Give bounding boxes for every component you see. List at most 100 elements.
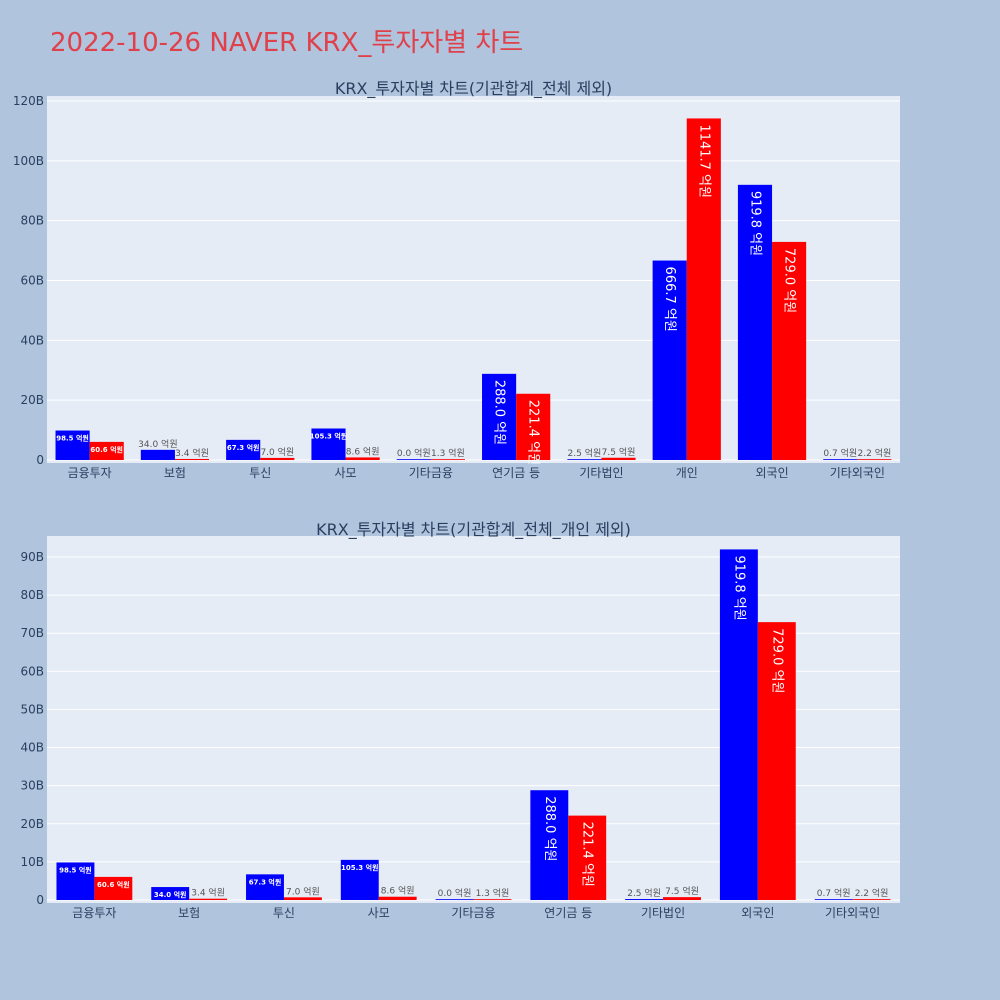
chart-title: KRX_투자자별 차트(기관합계_전체_개인 제외) [316, 520, 631, 540]
sell-bar [378, 896, 417, 900]
data-label: 1141.7 억원 [696, 124, 711, 198]
data-label: 34.0 억원 [138, 438, 177, 450]
sell-bar [94, 876, 133, 900]
data-label: 98.5 억원 [59, 865, 92, 874]
buy-bar [340, 859, 379, 900]
y-tick-label: 90B [20, 550, 44, 564]
data-label: 666.7 억원 [662, 267, 677, 332]
x-tick-label: 투신 [273, 906, 295, 920]
data-label: 98.5 억원 [56, 434, 89, 443]
x-tick-label: 기타금융 [409, 466, 453, 480]
x-tick-label: 투신 [249, 466, 271, 480]
sell-bar [601, 457, 636, 460]
sell-bar [568, 815, 607, 900]
x-tick-label: 사모 [368, 906, 390, 920]
chart-title: KRX_투자자별 차트(기관합계_전체 제외) [335, 79, 612, 99]
sell-bar [663, 897, 701, 900]
data-label: 0.7 억원 [823, 447, 857, 459]
data-label: 2.5 억원 [627, 887, 661, 899]
data-label: 3.4 억원 [191, 887, 225, 899]
data-label: 60.6 억원 [90, 445, 123, 454]
y-tick-label: 60B [20, 274, 44, 288]
x-tick-label: 연기금 등 [492, 466, 540, 480]
buy-bar [625, 899, 664, 900]
data-label: 105.3 억원 [341, 863, 378, 872]
sell-bar [89, 441, 124, 460]
data-label: 7.5 억원 [665, 885, 699, 897]
buy-bar [311, 428, 346, 460]
buy-bar [567, 459, 602, 460]
y-tick-label: 30B [20, 779, 44, 793]
x-tick-label: 금융투자 [72, 906, 116, 920]
data-label: 60.6 억원 [97, 880, 130, 889]
y-tick-label: 80B [20, 588, 44, 602]
data-label: 7.0 억원 [286, 885, 320, 897]
y-tick-label: 50B [20, 702, 44, 716]
x-tick-label: 연기금 등 [544, 906, 592, 920]
data-label: 0.0 억원 [438, 887, 472, 899]
sell-bar [345, 457, 380, 460]
data-label: 3.4 억원 [175, 447, 209, 459]
y-tick-label: 80B [20, 214, 44, 228]
y-tick-label: 60B [20, 664, 44, 678]
chart-1: 0 20B 40B 60B 80B 100B 120B KRX_투자자별 차트(기관합계_전체… [13, 79, 900, 480]
buy-bar [246, 874, 284, 900]
sell-bar [757, 622, 796, 900]
data-label: 0.7 억원 [817, 887, 851, 899]
data-label: 919.8 억원 [747, 191, 762, 256]
buy-bar [530, 790, 569, 900]
data-label: 67.3 억원 [249, 877, 282, 886]
x-tick-label: 사모 [335, 466, 357, 480]
y-tick-label: 20B [20, 817, 44, 831]
data-label: 919.8 억원 [731, 555, 746, 620]
sell-bar [473, 899, 512, 900]
data-label: 7.5 억원 [602, 446, 636, 458]
x-tick-label: 금융투자 [68, 466, 112, 480]
y-tick-label: 100B [13, 154, 44, 168]
data-label: 288.0 억원 [542, 796, 557, 861]
y-tick-label: 0 [36, 453, 44, 467]
data-label: 8.6 억원 [346, 445, 380, 457]
buy-bar [55, 430, 90, 460]
sell-bar [852, 899, 891, 900]
x-tick-label: 보험 [178, 906, 200, 920]
sell-bar [857, 459, 892, 460]
data-label: 8.6 억원 [381, 885, 415, 897]
buy-bar [823, 459, 858, 460]
y-tick-label: 40B [20, 333, 44, 347]
data-label: 0.0 억원 [397, 447, 431, 459]
buy-bar [435, 899, 474, 900]
data-label: 7.0 억원 [260, 446, 294, 458]
page-title: 2022-10-26 NAVER KRX_투자자별 차트 [50, 28, 524, 58]
data-label: 67.3 억원 [227, 443, 260, 452]
data-label: 1.3 억원 [476, 887, 510, 899]
buy-bar [652, 260, 687, 460]
buy-bar [482, 373, 517, 460]
data-label: 2.2 억원 [858, 447, 892, 459]
buy-bar [226, 439, 261, 460]
data-label: 34.0 억원 [154, 890, 187, 899]
data-label: 729.0 억원 [782, 248, 797, 313]
x-tick-label: 기타법인 [641, 906, 685, 920]
chart-2: 0 10B 20B 30B 40B 50B 60B 70B 80B 90B KRX_투자자별 차트(… [20, 520, 900, 920]
data-label: 221.4 억원 [526, 400, 541, 465]
y-tick-label: 0 [36, 893, 44, 907]
x-tick-label: 개인 [676, 466, 698, 480]
x-tick-label: 기타법인 [579, 466, 623, 480]
x-tick-label: 기타외국인 [830, 466, 885, 480]
buy-bar [56, 862, 95, 900]
buy-bar [151, 887, 190, 900]
y-tick-label: 120B [13, 94, 44, 108]
buy-bar [140, 449, 175, 460]
data-label: 2.2 억원 [855, 887, 889, 899]
sell-bar [686, 118, 721, 461]
x-tick-label: 보험 [164, 466, 186, 480]
buy-bar [719, 549, 758, 900]
sell-bar [772, 241, 807, 460]
x-tick-label: 외국인 [755, 466, 788, 480]
sell-bar [516, 393, 551, 460]
sell-bar [174, 458, 210, 460]
data-label: 2.5 억원 [568, 447, 602, 459]
x-tick-label: 기타금융 [451, 906, 495, 920]
